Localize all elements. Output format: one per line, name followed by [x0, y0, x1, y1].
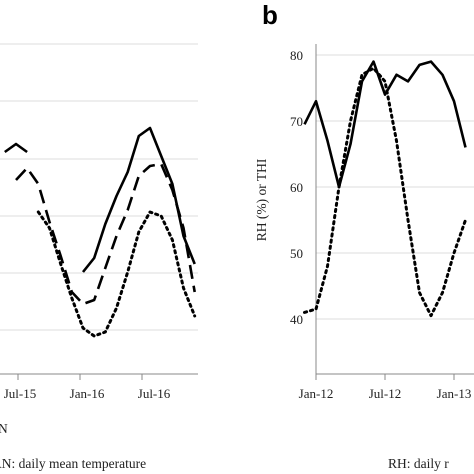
panel-b-y-tick-labels: 908070605040	[290, 48, 303, 327]
panel-a-caption: AN: daily mean temperature	[0, 456, 146, 471]
panel-a-x-tick-label: Jan-16	[70, 386, 105, 401]
panel-b-x-tick-label: Jan-13	[437, 386, 472, 401]
panel-a-x-tick-label: Jul-16	[138, 386, 171, 401]
panel-b-y-tick-label: 60	[290, 180, 303, 195]
panel-a-series-dotted	[36, 210, 197, 338]
panel-b-series-dotted	[303, 66, 467, 318]
panel-a-x-tick-labels: Jul-15 Jan-16 Jul-16	[4, 386, 171, 401]
panel-a-caption-top: N	[0, 421, 8, 436]
panel-b-series-solid	[303, 60, 467, 189]
panel-a-series	[4, 126, 197, 338]
panel-a-x-tick-label: Jul-15	[4, 386, 37, 401]
panel-b-gridlines	[315, 54, 474, 380]
panel-b-x-tick-label: Jan-12	[299, 386, 334, 401]
panel-b-letter: b	[262, 0, 278, 30]
panel-a-series-dashed	[15, 162, 196, 306]
panel-b-y-tick-label: 40	[290, 312, 303, 327]
panel-b-series	[303, 60, 467, 318]
panel-b-x-tick-labels: Jan-12 Jul-12 Jan-13	[299, 386, 472, 401]
panel-b-caption: RH: daily r	[388, 456, 449, 471]
panel-b-x-tick-label: Jul-12	[369, 386, 402, 401]
panel-a-series-solid	[4, 126, 196, 273]
panel-a-gridlines	[0, 43, 198, 380]
panel-b-y-tick-label: 50	[290, 246, 303, 261]
panel-b-y-tick-label: 80	[290, 48, 303, 63]
panel-b-chart: b RH (%) or THI 908070605040 Jan-12Jul-1…	[254, 0, 474, 471]
panel-a-chart: Jul-15 Jan-16 Jul-16 N AN: daily mean temp…	[0, 43, 198, 471]
panel-b-y-axis-label: RH (%) or THI	[254, 158, 269, 241]
panel-b-y-tick-label: 70	[290, 114, 303, 129]
